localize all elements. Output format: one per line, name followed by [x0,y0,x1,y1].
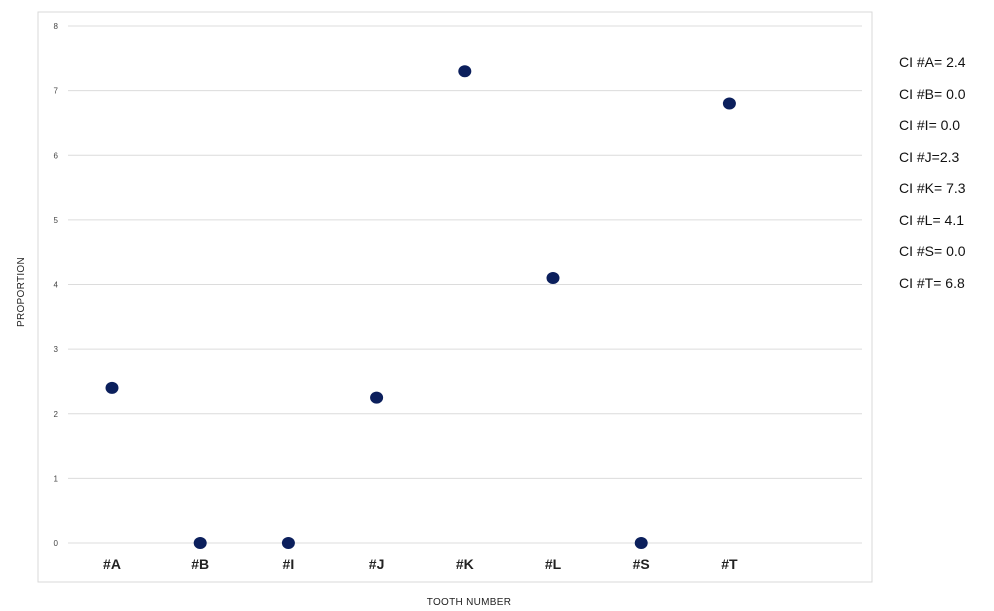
y-axis-ticks: 0 1 2 3 4 5 6 7 8 [54,22,59,548]
x-tick-label: #L [545,556,562,572]
ci-annotation: CI #I= 0.0 [899,117,961,133]
x-tick-label: #B [191,556,209,572]
data-point [105,381,119,394]
y-tick-label: 3 [54,345,59,354]
data-point [370,391,384,404]
ci-annotation: CI #L= 4.1 [899,211,964,228]
y-tick-label: 7 [54,87,59,96]
y-tick-label: 5 [54,216,59,225]
data-point [458,65,472,78]
ci-annotation: CI #S= 0.0 [899,243,966,259]
x-tick-label: #T [721,556,738,572]
y-axis-label: PROPORTION [16,257,27,327]
plot-frame [37,11,873,583]
data-point [634,537,648,549]
y-tick-label: 2 [54,410,59,419]
y-tick-label: 4 [54,281,59,290]
ci-annotation-list: CI #A= 2.4 CI #B= 0.0 CI #I= 0.0 CI #J=2… [899,52,966,304]
ci-annotation: CI #B= 0.0 [899,85,966,102]
y-tick-label: 0 [54,539,59,548]
y-tick-label: 6 [54,151,59,160]
gridlines [68,25,862,544]
y-tick-label: 1 [54,474,59,483]
x-tick-label: #K [456,556,474,572]
x-tick-label: #A [103,556,121,572]
x-tick-label: #S [633,556,650,572]
data-point [193,537,207,549]
ci-annotation: CI #T= 6.8 [899,274,965,291]
y-tick-label: 8 [54,22,59,31]
ci-annotation: CI #A= 2.4 [899,54,966,70]
data-point [546,272,560,285]
ci-annotation: CI #K= 7.3 [899,180,966,196]
data-points [105,65,736,549]
x-tick-label: #J [369,556,385,572]
x-axis-ticks: #A #B #I #J #K #L #S #T [103,556,738,572]
x-axis-label: TOOTH NUMBER [427,597,512,608]
ci-annotation: CI #J=2.3 [899,148,960,165]
x-tick-label: #I [283,556,295,572]
data-point [281,537,295,549]
data-point [722,97,736,110]
